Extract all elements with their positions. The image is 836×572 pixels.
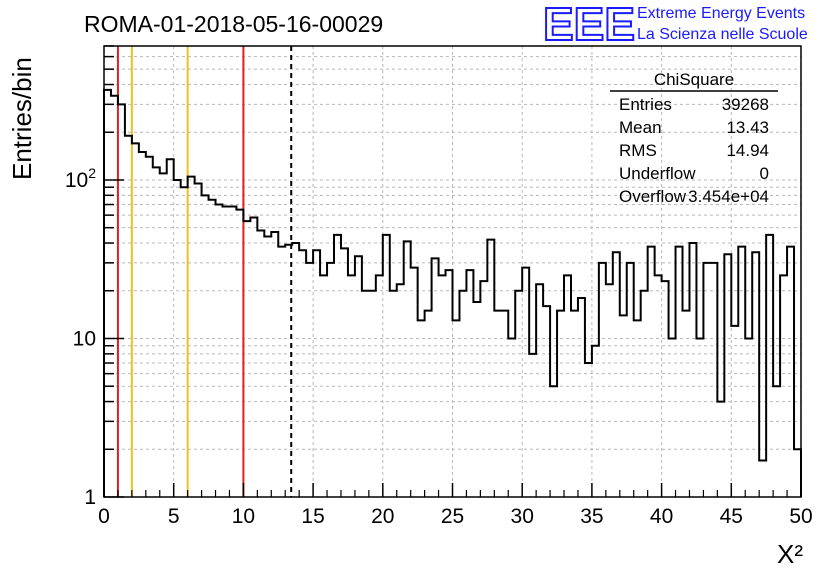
eee-logo: EEE Extreme Energy Events La Scienza nel… — [542, 0, 808, 51]
stats-label-entries: Entries — [619, 95, 672, 114]
stats-label-mean: Mean — [619, 118, 662, 137]
x-tick-label: 20 — [371, 505, 394, 528]
eee-logo-line2: La Scienza nelle Scuole — [637, 26, 808, 43]
stats-label-overflow: Overflow — [619, 187, 687, 206]
eee-logo-line1: Extreme Energy Events — [637, 5, 805, 22]
y-axis-label: Entries/bin — [7, 57, 37, 180]
x-tick-label: 0 — [98, 505, 110, 528]
x-tick-label: 25 — [441, 505, 464, 528]
eee-logo-mark: EEE — [543, 0, 635, 50]
stats-value-entries: 39268 — [722, 95, 769, 114]
stats-value-overflow: 3.454e+04 — [688, 187, 769, 206]
x-tick-label: 15 — [301, 505, 324, 528]
y-tick-label: 1 — [84, 486, 96, 509]
stats-value-mean: 13.43 — [726, 118, 769, 137]
x-axis-label: X² — [777, 539, 803, 569]
x-tick-label: 10 — [232, 505, 255, 528]
stats-box: ChiSquare Entries 39268 Mean 13.43 RMS 1… — [610, 70, 778, 206]
x-tick-label: 5 — [168, 505, 180, 528]
x-tick-label: 35 — [580, 505, 603, 528]
x-tick-label: 50 — [789, 505, 812, 528]
x-tick-label: 45 — [720, 505, 743, 528]
x-axis: 0 5 10 15 20 25 30 35 40 45 50 — [98, 483, 813, 528]
reference-lines — [116, 46, 293, 497]
y-axis: 1 10 102 — [65, 45, 124, 509]
stats-title: ChiSquare — [654, 70, 734, 89]
stats-value-underflow: 0 — [760, 164, 769, 183]
stats-label-underflow: Underflow — [619, 164, 696, 183]
grid — [104, 46, 801, 497]
x-tick-label: 30 — [511, 505, 534, 528]
chart-title: ROMA-01-2018-05-16-00029 — [84, 11, 383, 37]
stats-value-rms: 14.94 — [726, 141, 769, 160]
y-tick-label: 102 — [65, 165, 96, 192]
histogram-series — [103, 88, 802, 497]
y-tick-label: 10 — [73, 327, 96, 350]
x-tick-label: 40 — [650, 505, 673, 528]
stats-label-rms: RMS — [619, 141, 657, 160]
